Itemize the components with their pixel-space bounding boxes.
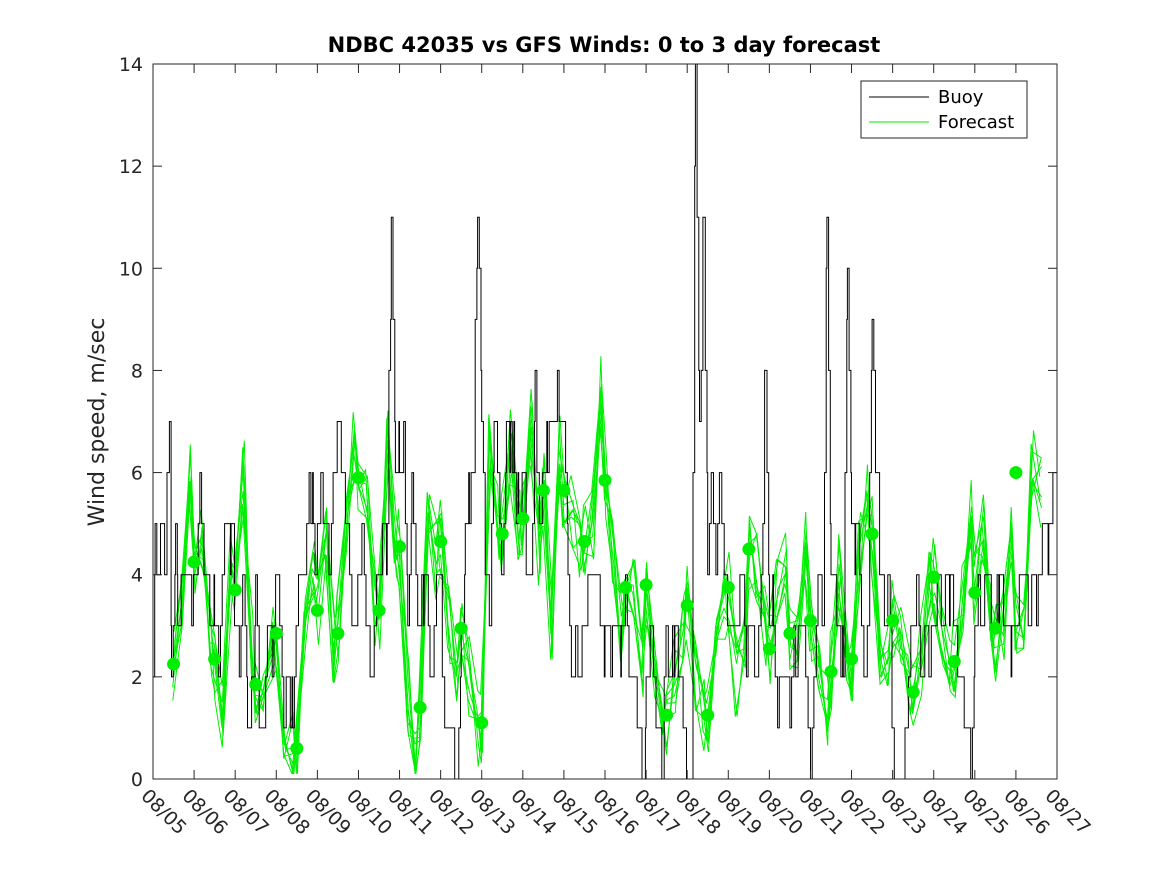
forecast-marker [310,603,324,617]
forecast-marker [372,603,386,617]
plot-area: 0246810121408/0508/0608/0708/0808/0908/1… [119,54,1095,839]
y-tick-label: 2 [131,667,143,689]
y-tick-label: 0 [131,769,143,791]
forecast-marker [269,626,283,640]
forecast-marker [927,570,941,584]
forecast-marker [947,655,961,669]
forecast-marker [762,642,776,656]
forecast-marker [865,527,879,541]
data-layer [153,64,1057,779]
forecast-marker [557,483,571,497]
forecast-marker [619,580,633,594]
forecast-marker [228,583,242,597]
forecast-marker [290,741,304,755]
forecast-marker [208,652,222,666]
forecast-marker [742,542,756,556]
forecast-marker [475,716,489,730]
forecast-marker [598,473,612,487]
forecast-marker [701,708,715,722]
forecast-marker [536,483,550,497]
legend-label-forecast: Forecast [938,112,1014,133]
forecast-marker [845,652,859,666]
forecast-marker [988,621,1002,635]
forecast-marker [167,657,181,671]
forecast-marker [803,614,817,628]
forecast-marker [249,678,263,692]
forecast-marker [824,665,838,679]
legend-box [860,80,1028,139]
y-tick-label: 6 [131,463,143,485]
forecast-marker [968,586,982,600]
forecast-marker [434,535,448,549]
y-axis-label: Wind speed, m/sec [85,318,110,527]
forecast-marker [639,578,653,592]
y-tick-label: 8 [131,360,143,382]
forecast-marker [783,626,797,640]
forecast-marker [906,685,920,699]
forecast-marker [680,598,694,612]
forecast-marker [187,555,201,569]
y-tick-label: 4 [131,565,143,587]
forecast-marker [393,540,407,554]
forecast-marker [721,580,735,594]
legend: Buoy Forecast [860,80,1028,139]
forecast-marker [577,535,591,549]
y-tick-label: 14 [119,54,143,76]
forecast-marker [1009,466,1023,480]
forecast-marker [886,614,900,628]
forecast-marker [660,708,674,722]
chart-title: NDBC 42035 vs GFS Winds: 0 to 3 day fore… [328,33,881,57]
forecast-marker [331,626,345,640]
legend-label-buoy: Buoy [938,87,984,108]
forecast-marker [454,621,468,635]
forecast-marker [351,471,365,485]
y-tick-label: 10 [119,258,143,280]
y-tick-label: 12 [119,156,143,178]
forecast-marker [516,512,530,526]
forecast-marker [413,701,427,714]
forecast-marker [495,527,509,541]
